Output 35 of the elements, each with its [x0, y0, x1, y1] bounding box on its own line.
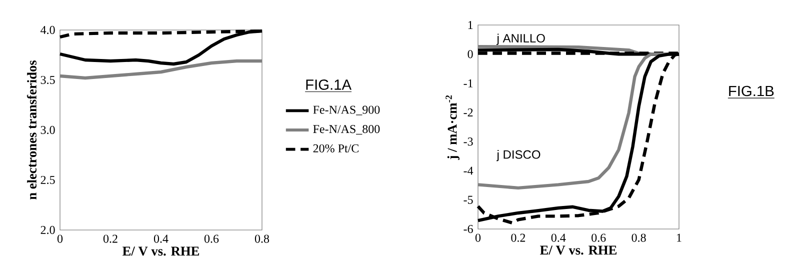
y-tick-label: -3 — [464, 138, 473, 146]
x-axis-title: E/ V vs. RHE — [122, 246, 200, 256]
y-tick-label: 4.0 — [40, 26, 55, 34]
y-tick-label: 2.0 — [40, 226, 55, 234]
x-tick-label: 0.6 — [204, 234, 219, 243]
x-tick-label: 0 — [57, 234, 63, 243]
x-tick-label: 0.2 — [103, 234, 118, 243]
x-tick-label: 0 — [475, 234, 481, 242]
caption: FIG.1A — [306, 79, 352, 90]
y-axis-title: j / mA·cm$^{-2}$ — [446, 95, 460, 160]
y-tick-label: -6 — [464, 224, 473, 234]
x-tick-label: 0.2 — [511, 234, 526, 242]
y-tick-label: 2.5 — [40, 176, 55, 184]
x-tick-label: 0.8 — [632, 234, 646, 242]
y-tick-label: 3.5 — [40, 76, 55, 84]
y-tick-label: -1 — [464, 79, 473, 88]
annotation: j ANILLO — [496, 34, 545, 45]
x-tick-label: 0.4 — [154, 234, 168, 243]
x-axis-title: E/ V vs. RHE — [540, 246, 617, 255]
y-tick-label: -4 — [464, 166, 474, 175]
y-tick-label: 3.0 — [40, 126, 55, 134]
x-tick-label: 1 — [677, 234, 682, 242]
x-tick-label: 0.6 — [592, 234, 606, 242]
annotation: j DISCO — [496, 150, 540, 162]
x-tick-label: 0.8 — [254, 234, 270, 243]
y-tick-label: -5 — [464, 196, 473, 204]
legend-label: 20% Pt/C — [313, 144, 358, 152]
legend-label: Fe-N/AS_900 — [313, 106, 380, 116]
legend-label: Fe-N/AS_800 — [313, 125, 380, 135]
y-axis-title: n electrones transferidos — [26, 60, 36, 200]
y-tick-label: 0 — [468, 50, 473, 58]
caption: FIG.1B — [729, 86, 774, 96]
y-tick-label: 1 — [468, 21, 473, 29]
y-tick-label: -2 — [464, 108, 473, 116]
x-tick-label: 0.4 — [551, 234, 566, 242]
